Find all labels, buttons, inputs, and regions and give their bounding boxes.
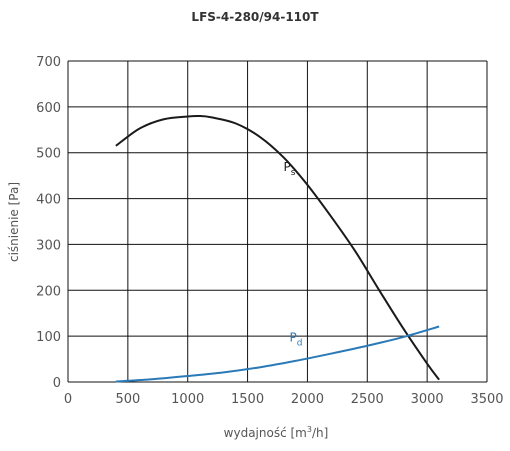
series-label-Pd: Pd (289, 331, 302, 349)
chart-title: LFS-4-280/94-110T (191, 10, 319, 24)
x-tick-label: 1500 (231, 392, 264, 407)
y-axis-title: ciśnienie [Pa] (7, 182, 21, 262)
y-tick-label: 200 (36, 284, 61, 299)
y-tick-label: 100 (36, 330, 61, 345)
series-label-layer: Ps Pd (283, 160, 302, 349)
y-tick-label: 300 (36, 238, 61, 253)
x-tick-label: 3500 (470, 392, 503, 407)
series-line-Pd (115, 325, 440, 383)
y-tick-label: 400 (36, 193, 61, 208)
series-line-Ps (115, 114, 440, 381)
x-tick-label: 2000 (291, 392, 324, 407)
y-tick-label: 500 (36, 147, 61, 162)
series-label-Ps: Ps (283, 160, 295, 178)
x-tick-label: 2500 (351, 392, 384, 407)
x-tick-label: 500 (115, 392, 140, 407)
x-axis-title: wydajność [m3/h] (224, 425, 329, 440)
series-layer (115, 114, 440, 383)
x-tick-label: 1000 (171, 392, 204, 407)
y-tick-label: 700 (36, 55, 61, 70)
tick-label-layer: 0 500 1000 1500 2000 2500 3000 3500 0 100 200 300 40… (36, 55, 503, 407)
y-tick-label: 600 (36, 101, 61, 116)
y-tick-label: 0 (53, 376, 61, 391)
x-tick-label: 3000 (411, 392, 444, 407)
x-tick-label: 0 (64, 392, 72, 407)
grid-layer (67, 60, 488, 383)
